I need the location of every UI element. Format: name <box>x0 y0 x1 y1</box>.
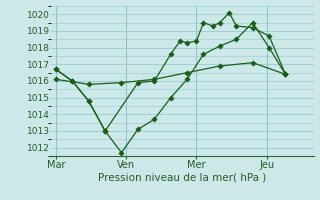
X-axis label: Pression niveau de la mer( hPa ): Pression niveau de la mer( hPa ) <box>98 173 267 183</box>
